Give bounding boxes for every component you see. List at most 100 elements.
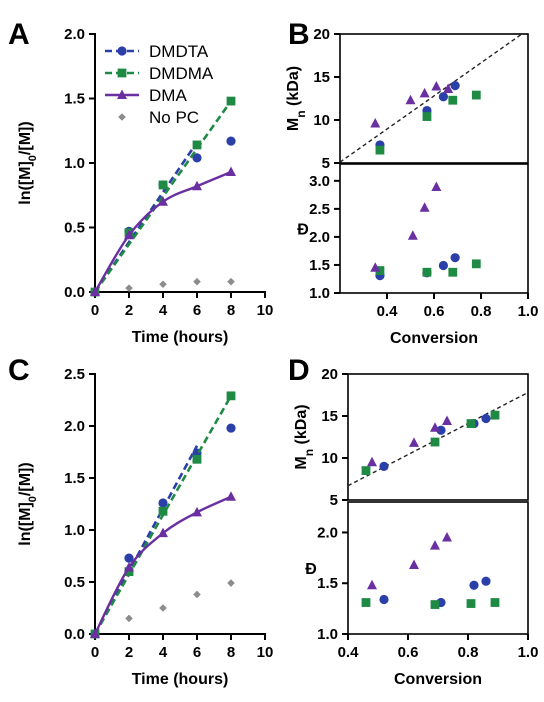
legend-label: DMDTA — [149, 42, 209, 61]
data-point — [90, 628, 100, 638]
data-point — [192, 506, 202, 517]
y-tick-label: 2.0 — [64, 26, 85, 43]
series-dmdma — [375, 259, 481, 277]
data-point — [436, 425, 446, 435]
data-point — [422, 267, 432, 277]
data-point — [124, 567, 134, 576]
data-point — [226, 391, 236, 401]
data-point — [419, 202, 430, 212]
bottom-plot: 1.0 1.5 2.0 Đ 0.4 0.6 0.8 1.0 Conversion — [305, 501, 538, 688]
series-dmdta — [90, 136, 236, 297]
data-point — [448, 95, 458, 105]
plot-frame — [339, 33, 529, 164]
x-tick-label: 2 — [125, 644, 133, 661]
x-tick-label: 0.4 — [377, 303, 399, 320]
data-point — [442, 532, 452, 542]
y-tick-label: 2.5 — [309, 201, 330, 218]
panel-letter-b: B — [288, 18, 310, 51]
data-point — [193, 590, 201, 599]
y-tick-label: 1.5 — [64, 91, 85, 108]
y-tick-label: 10 — [321, 450, 338, 467]
y-tick-label: 3.0 — [309, 173, 330, 190]
legend-item: DMDMA — [105, 64, 214, 83]
series-dma — [370, 80, 454, 128]
data-point — [409, 559, 419, 569]
y-axis-title: ln([M]0/[M]) — [17, 462, 39, 545]
data-point — [158, 506, 168, 516]
plot-frame — [339, 163, 529, 294]
y-tick-label: 15 — [313, 69, 330, 86]
legend-label: DMDMA — [149, 64, 214, 83]
data-point — [448, 267, 458, 277]
y-tick-label: 1.0 — [309, 285, 330, 302]
y-tick-label: 2.5 — [64, 366, 85, 383]
fit-line-group — [340, 34, 524, 163]
data-point — [422, 112, 432, 121]
x-axis-title: Conversion — [390, 330, 478, 347]
data-point — [370, 262, 381, 272]
y-tick-label: 0.5 — [64, 220, 85, 237]
data-point — [158, 498, 168, 508]
data-point — [370, 117, 381, 128]
data-point — [226, 96, 236, 106]
panel-letter-c: C — [8, 354, 30, 387]
series-dma — [367, 415, 452, 467]
data-point — [367, 579, 377, 590]
x-axis-title: Time (hours) — [132, 671, 229, 688]
series-dmdma — [361, 410, 500, 475]
series-dma — [370, 181, 442, 272]
x-tick-label: 0.4 — [338, 644, 360, 661]
series-dmdma — [90, 391, 236, 639]
data-point — [466, 599, 476, 608]
data-point — [438, 260, 448, 271]
y-tick-label: 1.0 — [64, 522, 85, 539]
top-plot: 5 10 15 20 Mn (kDa) — [293, 366, 529, 509]
data-point — [405, 94, 416, 105]
x-tick-label: 8 — [227, 302, 235, 319]
data-point — [361, 598, 371, 607]
y-axis-title: ln([M]0/[M]) — [17, 121, 39, 204]
data-point — [490, 410, 500, 420]
y-tick-label: 5 — [330, 492, 338, 509]
data-point — [430, 437, 440, 447]
x-tick-label: 4 — [159, 644, 168, 661]
top-plot: 5 10 15 20 Mn (kDa) — [285, 26, 529, 172]
data-point — [442, 415, 452, 426]
y-tick-label: 2.0 — [317, 524, 338, 541]
x-tick-label: 0 — [91, 302, 99, 319]
data-point — [430, 600, 440, 609]
data-point — [125, 284, 133, 292]
fit-line — [93, 445, 199, 635]
fit-line — [93, 100, 233, 293]
legend-marker — [118, 113, 126, 121]
data-point — [226, 136, 236, 146]
y-tick-label: 1.0 — [317, 626, 338, 643]
series-dma — [90, 491, 236, 638]
fit-line — [340, 34, 524, 163]
data-point — [192, 140, 202, 150]
data-point — [158, 196, 168, 206]
data-point — [192, 180, 202, 191]
legend-marker — [117, 89, 127, 99]
data-point — [466, 419, 476, 428]
x-axis-title: Conversion — [394, 671, 482, 688]
plot-frame — [347, 501, 529, 635]
data-point — [192, 153, 202, 163]
data-point — [375, 266, 385, 275]
series-no-pc — [125, 579, 235, 623]
panel-a: A 0 2 4 6 8 10 0.0 0.5 1.0 1.5 2.0 Time (hours) ln([M… — [8, 18, 273, 346]
data-point — [379, 461, 389, 471]
data-point — [469, 580, 479, 590]
data-point — [431, 80, 442, 91]
y-tick-label: 0.0 — [64, 626, 85, 643]
y-tick-label: 1.5 — [64, 470, 85, 487]
legend-label: No PC — [149, 108, 199, 127]
legend-item: DMDTA — [105, 42, 209, 61]
data-point — [481, 413, 491, 424]
data-point — [158, 180, 168, 190]
x-tick-label: 0.8 — [471, 303, 492, 320]
data-point — [159, 604, 167, 612]
data-point — [227, 277, 235, 286]
data-point — [361, 466, 371, 475]
data-point — [226, 491, 236, 501]
